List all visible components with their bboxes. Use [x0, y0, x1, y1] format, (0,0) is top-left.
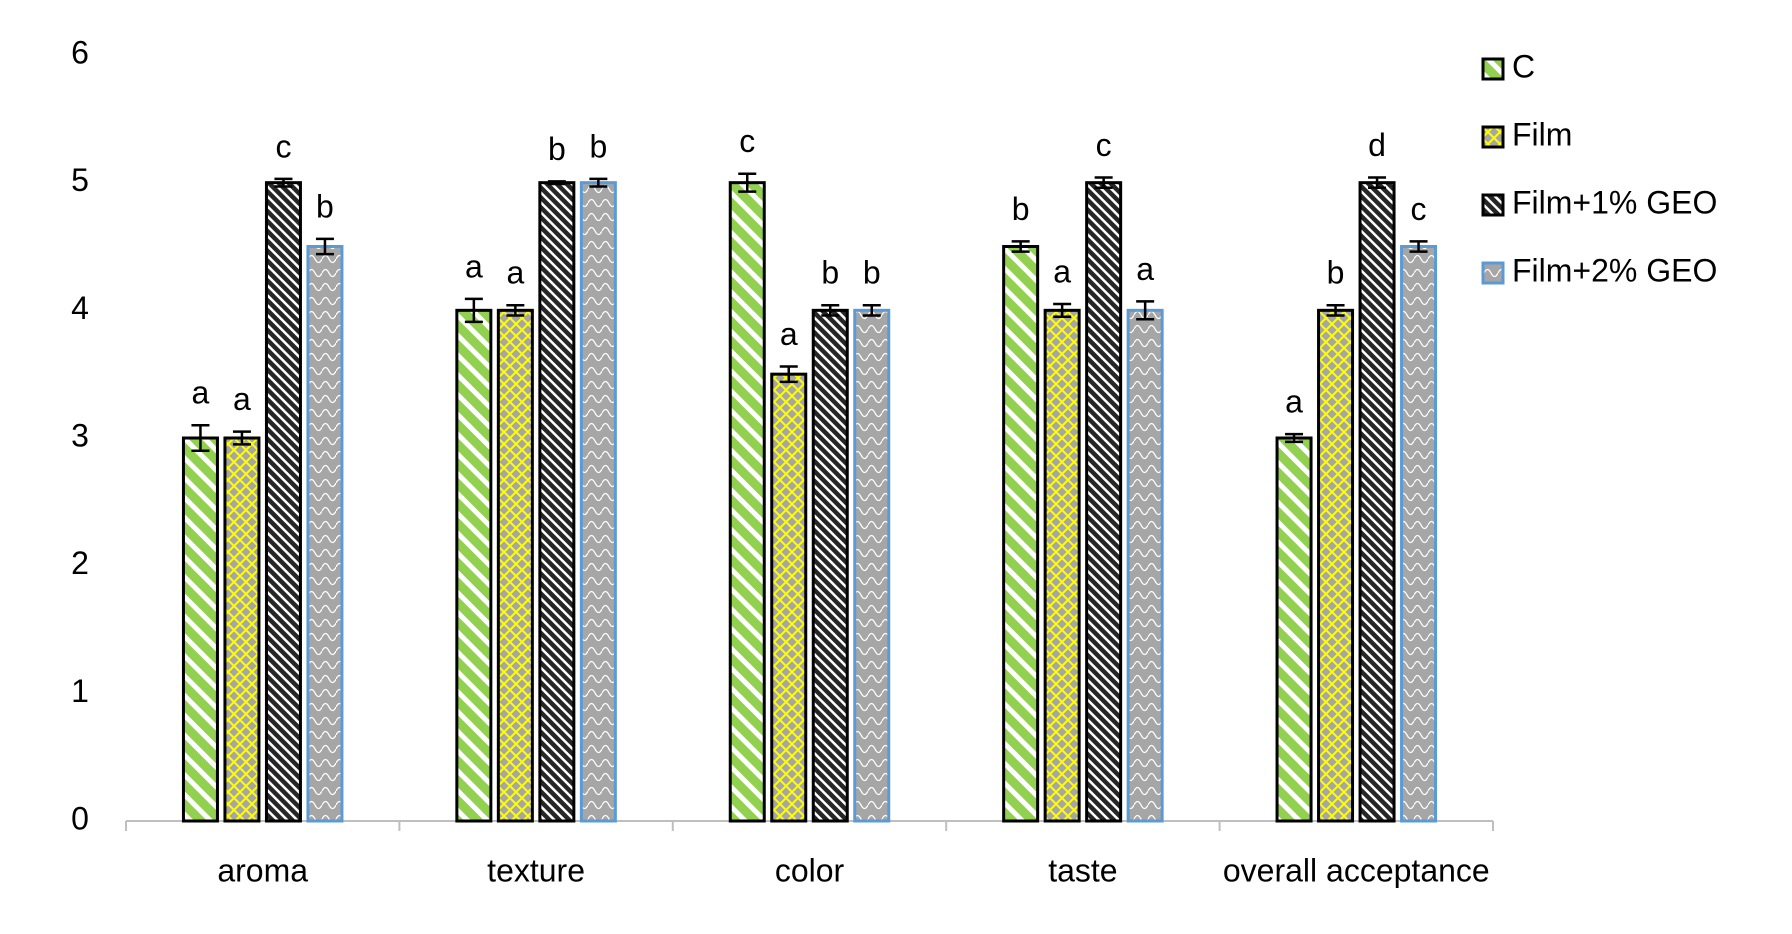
significance-letter: b	[589, 128, 607, 164]
bar	[811, 308, 849, 823]
significance-letter: a	[1136, 251, 1154, 287]
significance-letter: a	[465, 248, 483, 284]
x-tick-label: overall acceptance	[1223, 852, 1490, 888]
x-tick-label: aroma	[217, 852, 308, 888]
bar	[306, 245, 344, 823]
y-tick-label: 5	[71, 162, 89, 198]
legend-label: Film+2% GEO	[1512, 252, 1717, 288]
bar	[181, 436, 219, 823]
y-tick-label: 6	[71, 34, 89, 70]
significance-letter: c	[275, 128, 291, 164]
bar	[223, 436, 261, 823]
bar	[538, 181, 576, 823]
legend-swatch	[1481, 57, 1505, 81]
y-tick-label: 4	[71, 290, 89, 326]
significance-letter: b	[548, 131, 566, 167]
bar	[264, 181, 302, 823]
significance-letter: c	[1411, 191, 1427, 227]
significance-letter: c	[1096, 127, 1112, 163]
bar	[496, 308, 534, 823]
bar	[770, 372, 808, 823]
bar	[1358, 181, 1396, 823]
y-tick-label: 3	[71, 417, 89, 453]
y-tick-label: 2	[71, 545, 89, 581]
significance-letter: a	[233, 381, 251, 417]
bar	[853, 308, 891, 823]
bar	[1400, 245, 1438, 823]
significance-letter: b	[1327, 255, 1345, 291]
y-tick-label: 0	[71, 800, 89, 836]
legend-swatch	[1481, 193, 1505, 217]
bar	[1085, 181, 1123, 823]
significance-letter: a	[1053, 253, 1071, 289]
x-tick-label: color	[775, 852, 845, 888]
bar	[1275, 436, 1313, 823]
significance-letter: b	[863, 255, 881, 291]
bar	[579, 181, 617, 823]
bar	[1317, 308, 1355, 823]
bar	[728, 181, 766, 823]
bar	[1126, 308, 1164, 823]
legend-label: C	[1512, 48, 1535, 84]
significance-letter: b	[1012, 191, 1030, 227]
legend-swatch	[1481, 261, 1505, 285]
significance-letter: a	[780, 316, 798, 352]
bar	[1043, 308, 1081, 823]
bar	[455, 308, 493, 823]
significance-letter: a	[192, 375, 210, 411]
significance-letter: a	[1285, 384, 1303, 420]
bar	[1002, 245, 1040, 823]
significance-letter: c	[739, 123, 755, 159]
x-tick-label: texture	[487, 852, 585, 888]
legend-label: Film+1% GEO	[1512, 184, 1717, 220]
significance-letter: d	[1368, 127, 1386, 163]
legend-label: Film	[1512, 116, 1572, 152]
significance-letter: b	[821, 255, 839, 291]
significance-letter: b	[316, 188, 334, 224]
legend-swatch	[1481, 125, 1505, 149]
significance-letter: a	[506, 255, 524, 291]
x-tick-label: taste	[1048, 852, 1117, 888]
y-tick-label: 1	[71, 673, 89, 709]
